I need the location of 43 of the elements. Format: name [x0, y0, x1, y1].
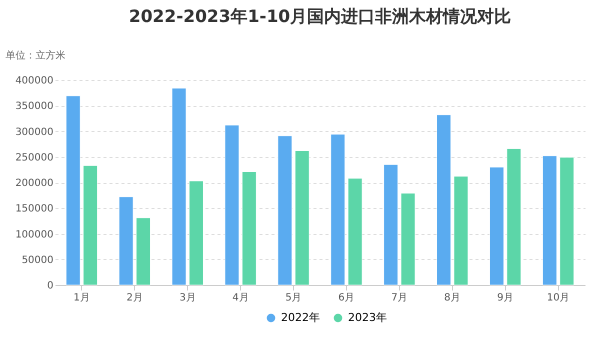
y-tick-label: 200000	[15, 178, 54, 189]
legend-label: 2023年	[348, 311, 387, 324]
y-tick-label: 0	[47, 280, 54, 292]
bar	[348, 178, 362, 286]
x-tick-label: 1月	[74, 292, 90, 304]
bar	[542, 156, 557, 286]
y-axis-title: 单位：立方米	[6, 50, 66, 62]
bar	[83, 165, 98, 286]
chart-title: 2022-2023年1-10月国内进口非洲木材情况对比	[128, 7, 512, 27]
bar	[188, 180, 204, 286]
x-tick-label: 10月	[546, 292, 570, 304]
y-tick-label: 100000	[15, 229, 54, 240]
bar	[224, 124, 240, 286]
bar	[454, 176, 468, 286]
y-tick-label: 400000	[15, 76, 54, 86]
y-tick-label: 300000	[15, 126, 54, 138]
bar	[560, 157, 574, 286]
legend-label: 2022年	[281, 311, 320, 324]
x-tick-label: 4月	[232, 292, 249, 304]
x-tick-label: 2月	[126, 292, 143, 304]
bar	[489, 166, 504, 286]
bar	[118, 196, 134, 286]
y-tick-label: 350000	[15, 101, 54, 112]
bar	[436, 114, 452, 286]
y-tick-label: 150000	[15, 204, 54, 215]
bar	[66, 96, 80, 286]
y-tick-label: 50000	[22, 254, 54, 266]
x-tick-label: 6月	[338, 292, 355, 304]
x-tick-label: 5月	[285, 292, 302, 304]
bar	[294, 150, 310, 286]
bar	[278, 136, 292, 286]
y-tick-label: 250000	[15, 152, 54, 164]
bar	[330, 134, 346, 286]
bar	[400, 193, 416, 286]
x-tick-label: 3月	[179, 292, 196, 304]
bar	[136, 218, 151, 286]
bar	[506, 148, 522, 286]
x-tick-label: 9月	[497, 292, 514, 304]
bar	[242, 171, 256, 286]
bar	[384, 164, 398, 286]
x-tick-label: 8月	[444, 292, 461, 304]
x-tick-label: 7月	[391, 292, 408, 304]
bar	[172, 88, 186, 286]
